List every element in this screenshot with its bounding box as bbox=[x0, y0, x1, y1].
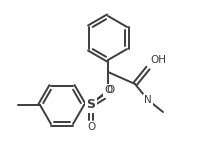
Text: O: O bbox=[106, 85, 114, 95]
Text: N: N bbox=[144, 95, 152, 105]
Text: OH: OH bbox=[150, 55, 166, 65]
Text: O: O bbox=[87, 122, 95, 132]
Text: S: S bbox=[86, 98, 95, 111]
Text: O: O bbox=[104, 85, 112, 95]
